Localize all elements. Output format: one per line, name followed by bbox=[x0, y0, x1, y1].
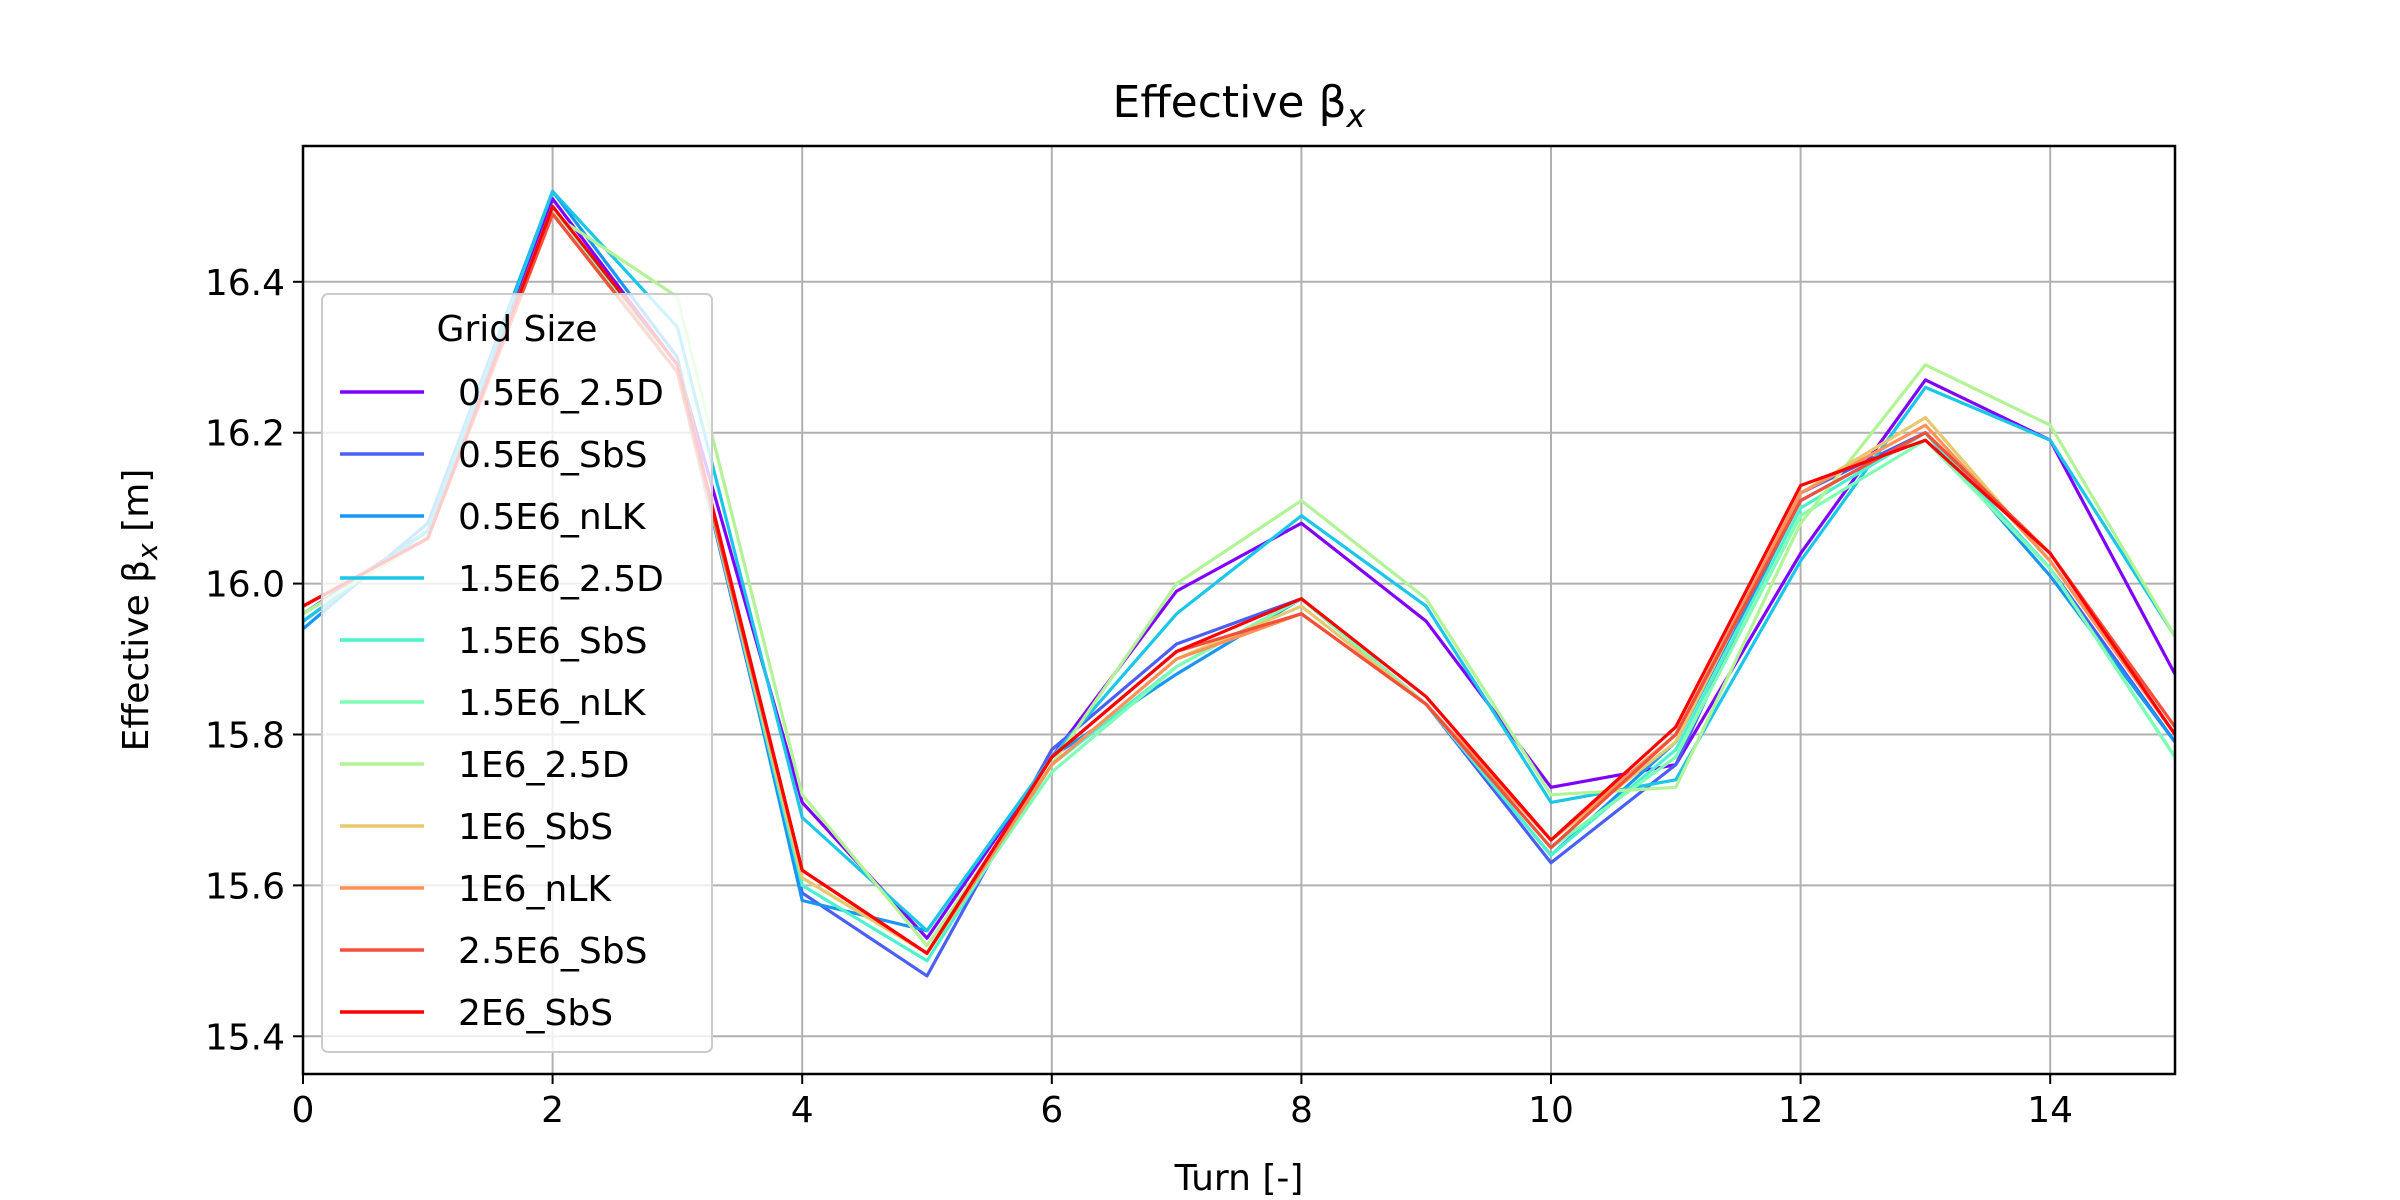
legend-label: 1E6_SbS bbox=[458, 807, 613, 848]
legend-item: 1.5E6_2.5D bbox=[340, 559, 664, 600]
y-tick-label: 16.0 bbox=[205, 565, 285, 606]
legend-label: 1.5E6_2.5D bbox=[458, 559, 664, 600]
legend-item: 0.5E6_nLK bbox=[340, 497, 647, 538]
legend: Grid Size 0.5E6_2.5D 0.5E6_SbS 0.5E6_nLK 1.… bbox=[321, 293, 713, 1053]
legend-item: 1.5E6_nLK bbox=[340, 683, 647, 724]
legend-item: 1.5E6_SbS bbox=[340, 621, 647, 662]
y-tick-label: 16.2 bbox=[205, 414, 285, 455]
x-tick-label: 2 bbox=[541, 1090, 564, 1131]
legend-label: 2.5E6_SbS bbox=[458, 931, 647, 972]
legend-label: 0.5E6_SbS bbox=[458, 435, 647, 476]
axis-ticks: 0 2 4 6 8 10 12 14 15.4 15.6 15.8 16.0 16.2 16.4 bbox=[205, 263, 2073, 1131]
legend-label: 0.5E6_nLK bbox=[458, 497, 647, 538]
y-tick-label: 15.4 bbox=[205, 1017, 285, 1058]
legend-label: 0.5E6_2.5D bbox=[458, 373, 664, 414]
y-axis-label-unit: [m] bbox=[116, 469, 157, 544]
legend-item: 1E6_nLK bbox=[340, 869, 612, 910]
legend-label: 1.5E6_nLK bbox=[458, 683, 647, 724]
legend-label: 1.5E6_SbS bbox=[458, 621, 647, 662]
x-tick-label: 10 bbox=[1528, 1090, 1574, 1131]
chart-title: Effective βx bbox=[1113, 77, 1367, 135]
x-tick-label: 4 bbox=[791, 1090, 814, 1131]
legend-label: 1E6_2.5D bbox=[458, 745, 630, 786]
legend-title: Grid Size bbox=[437, 309, 598, 350]
x-tick-label: 8 bbox=[1290, 1090, 1313, 1131]
legend-item: 0.5E6_SbS bbox=[340, 435, 647, 476]
legend-item: 2E6_SbS bbox=[340, 993, 613, 1034]
x-tick-label: 0 bbox=[292, 1090, 315, 1131]
series-line-2e6-sbs bbox=[302, 204, 2177, 955]
legend-item: 0.5E6_2.5D bbox=[340, 373, 664, 414]
y-tick-label: 15.8 bbox=[205, 715, 285, 756]
x-tick-label: 14 bbox=[2027, 1090, 2073, 1131]
legend-item: 1E6_SbS bbox=[340, 807, 613, 848]
y-axis-label: Effective βx [m] bbox=[116, 469, 164, 752]
legend-label: 1E6_nLK bbox=[458, 869, 612, 910]
x-axis-label: Turn [-] bbox=[1174, 1158, 1304, 1199]
y-tick-label: 15.6 bbox=[205, 866, 285, 907]
y-axis-label-subscript: x bbox=[131, 543, 164, 561]
legend-item: 2.5E6_SbS bbox=[340, 931, 647, 972]
series-line-1-5e6-2-5d bbox=[302, 189, 2177, 933]
x-tick-label: 6 bbox=[1040, 1090, 1063, 1131]
legend-label: 2E6_SbS bbox=[458, 993, 613, 1034]
x-tick-label: 12 bbox=[1778, 1090, 1824, 1131]
series-line-1e6-2-5d bbox=[302, 212, 2177, 948]
plot-frame bbox=[301, 144, 2177, 1076]
y-tick-label: 16.4 bbox=[205, 263, 285, 304]
legend-box bbox=[321, 293, 713, 1053]
legend-item: 1E6_2.5D bbox=[340, 745, 630, 786]
chart-title-subscript: x bbox=[1346, 97, 1367, 135]
